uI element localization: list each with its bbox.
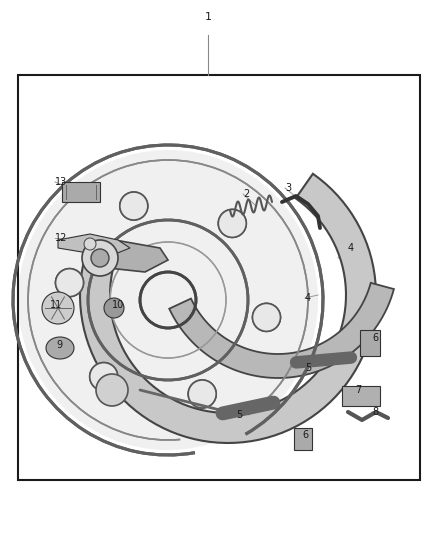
Text: 1: 1 (205, 12, 212, 22)
Text: 10: 10 (112, 300, 124, 310)
Circle shape (42, 292, 74, 324)
Polygon shape (80, 174, 376, 443)
Text: 4: 4 (348, 243, 354, 253)
Circle shape (104, 298, 124, 318)
Circle shape (218, 209, 246, 237)
Text: 5: 5 (236, 410, 242, 420)
Text: 2: 2 (243, 189, 249, 199)
Text: 6: 6 (302, 430, 308, 440)
Text: 3: 3 (285, 183, 291, 193)
Polygon shape (58, 234, 130, 254)
Circle shape (82, 240, 118, 276)
Bar (18, 75, 420, 480)
Bar (62, 182, 100, 202)
Circle shape (18, 150, 318, 450)
Polygon shape (90, 240, 168, 272)
Text: 7: 7 (355, 385, 361, 395)
Circle shape (91, 249, 109, 267)
Ellipse shape (46, 337, 74, 359)
Circle shape (56, 269, 84, 297)
Text: 6: 6 (372, 333, 378, 343)
Circle shape (252, 303, 280, 332)
Text: 13: 13 (55, 177, 67, 187)
Text: 5: 5 (305, 363, 311, 373)
Text: 12: 12 (55, 233, 67, 243)
Circle shape (120, 192, 148, 220)
Bar (342, 386, 380, 406)
Circle shape (96, 374, 128, 406)
Circle shape (188, 380, 216, 408)
Polygon shape (169, 283, 394, 378)
Text: 11: 11 (50, 300, 62, 310)
Bar (294, 428, 312, 450)
Circle shape (90, 362, 118, 391)
Text: 8: 8 (372, 407, 378, 417)
Circle shape (84, 238, 96, 250)
Text: 4: 4 (305, 293, 311, 303)
Text: 9: 9 (56, 340, 62, 350)
Bar (360, 330, 380, 356)
